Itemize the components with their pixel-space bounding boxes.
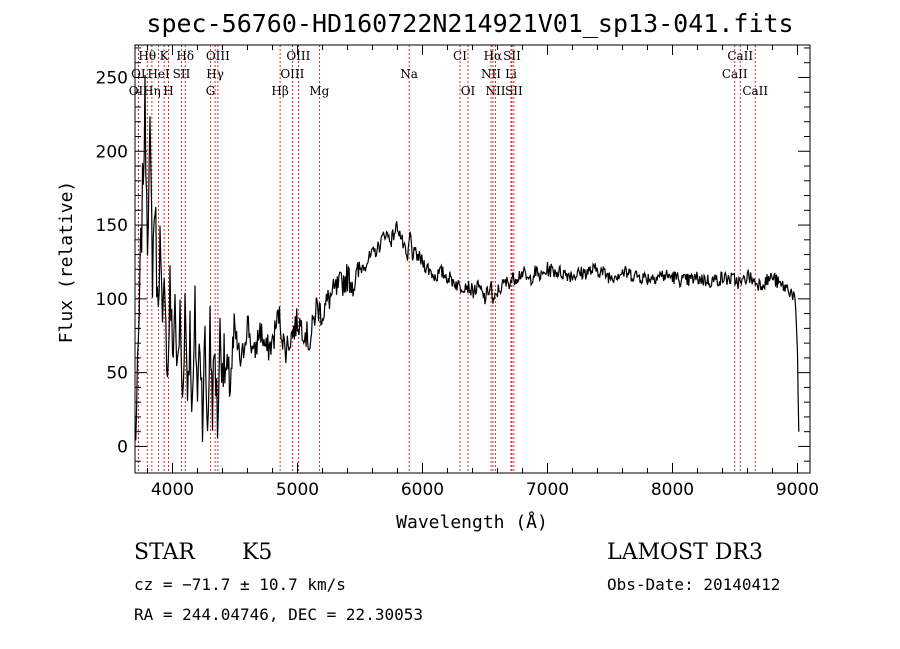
coordinates: RA = 244.04746, DEC = 22.30053 xyxy=(134,605,423,624)
x-axis-label: Wavelength (Å) xyxy=(396,511,548,533)
spectral-marker-label: Hδ xyxy=(176,49,194,63)
spectral-line-markers xyxy=(137,45,756,473)
y-tick-label: 100 xyxy=(96,290,128,310)
x-tick-label: 8000 xyxy=(651,480,694,500)
y-axis: 0 50 100 150 200 250 xyxy=(96,47,810,462)
spectral-marker-label: CI xyxy=(453,49,467,63)
spectral-marker-label: Mg xyxy=(309,84,329,98)
spectral-marker-label: Hγ xyxy=(206,67,224,81)
spectral-marker-label: OIII xyxy=(206,49,230,63)
survey-name: LAMOST DR3 xyxy=(607,540,763,565)
y-tick-label: 0 xyxy=(117,437,128,457)
spectral-marker-label: OIII xyxy=(280,67,304,81)
spectral-marker-label: SII xyxy=(505,84,523,98)
spectral-marker-label: OI xyxy=(461,84,476,98)
spectral-marker-label: OIII xyxy=(286,49,310,63)
y-tick-label: 150 xyxy=(96,216,128,236)
spectral-marker-label: CaII xyxy=(742,84,768,98)
spectral-marker-label: SII xyxy=(173,67,191,81)
spectral-marker-label: Hθ xyxy=(138,49,156,63)
spectral-marker-label: NII xyxy=(481,67,501,81)
object-type: STAR xyxy=(134,540,195,565)
spectral-marker-label: HeI xyxy=(147,67,170,81)
redshift-cz: cz = −71.7 ± 10.7 km/s xyxy=(134,575,346,594)
x-tick-label: 6000 xyxy=(401,480,444,500)
x-tick-label: 5000 xyxy=(276,480,319,500)
y-tick-label: 250 xyxy=(96,68,128,88)
spectral-marker-label: OI xyxy=(131,67,146,81)
y-tick-label: 200 xyxy=(96,142,128,162)
x-tick-label: 4000 xyxy=(151,480,194,500)
flux-series-line xyxy=(134,74,800,443)
x-tick-label: 7000 xyxy=(526,480,569,500)
spectral-marker-label: SII xyxy=(503,49,521,63)
plot-frame xyxy=(134,44,811,474)
observation-date: Obs-Date: 20140412 xyxy=(607,575,781,594)
x-axis: 4000 5000 6000 7000 8000 9000 xyxy=(147,45,819,500)
spectral-marker-label: Li xyxy=(505,67,517,81)
spectral-subclass: K5 xyxy=(242,540,273,565)
spectral-marker-label: Hβ xyxy=(271,84,288,98)
spectral-marker-label: K xyxy=(160,49,170,63)
spectral-marker-label: CaII xyxy=(727,49,753,63)
spectral-marker-label: NII xyxy=(486,84,506,98)
spectral-marker-label: Hη xyxy=(143,84,161,98)
y-tick-label: 50 xyxy=(106,364,128,384)
x-tick-label: 9000 xyxy=(776,480,819,500)
spectral-marker-label: G xyxy=(206,84,216,98)
chart-title: spec-56760-HD160722N214921V01_sp13-041.f… xyxy=(146,9,793,38)
spectral-marker-label: Hα xyxy=(484,49,503,63)
spectral-marker-label: H xyxy=(163,84,173,98)
spectral-marker-label: CaII xyxy=(722,67,748,81)
spectral-marker-label: Na xyxy=(400,67,418,81)
y-axis-label: Flux (relative) xyxy=(56,181,77,344)
spectral-marker-label: OII xyxy=(129,84,149,98)
